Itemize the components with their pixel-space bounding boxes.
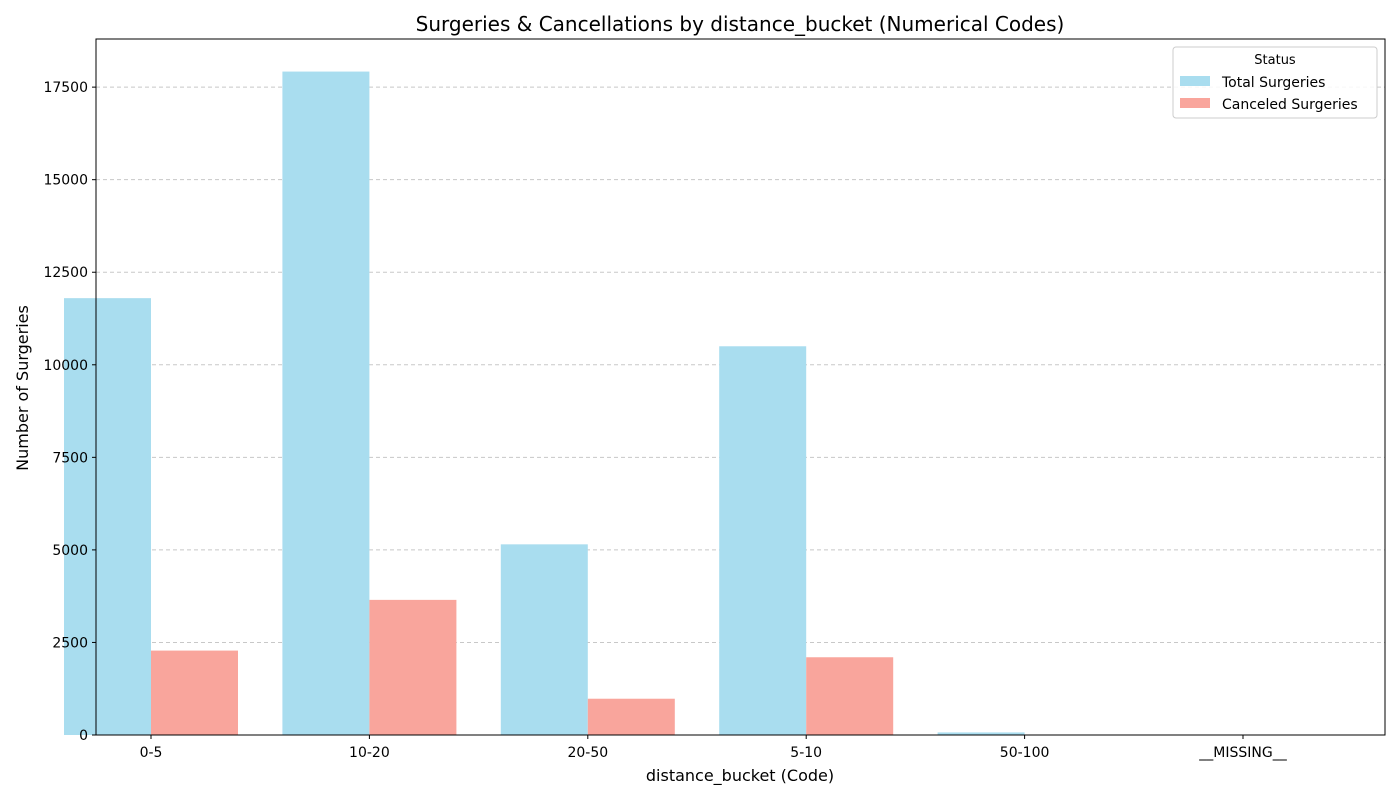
legend: Status Total Surgeries Canceled Surgerie… xyxy=(1172,46,1378,119)
bar-total-surgeries-10-20 xyxy=(282,71,370,735)
y-tick-label: 15000 xyxy=(43,173,88,189)
x-tick-label: __MISSING__ xyxy=(1198,745,1287,761)
y-tick-label: 7500 xyxy=(52,450,88,466)
y-axis: 0 2500 5000 7500 10000 12500 15000 17500 xyxy=(43,80,96,744)
bar-total-surgeries-50-100 xyxy=(937,732,1025,735)
x-tick-label: 50-100 xyxy=(1000,745,1050,761)
x-tick-label: 5-10 xyxy=(790,745,822,761)
bar-total-surgeries-20-50 xyxy=(500,544,588,735)
y-tick-label: 2500 xyxy=(52,635,88,651)
legend-label-total-surgeries: Total Surgeries xyxy=(1221,75,1325,91)
legend-title: Status xyxy=(1254,53,1296,68)
bars xyxy=(64,71,1025,735)
y-tick-label: 5000 xyxy=(52,543,88,559)
x-axis: 0-5 10-20 20-50 5-10 50-100 __MISSING__ xyxy=(140,735,1288,761)
x-tick-label: 20-50 xyxy=(567,745,608,761)
y-tick-label: 10000 xyxy=(43,358,88,374)
legend-box xyxy=(1172,46,1378,119)
legend-swatch-canceled-surgeries xyxy=(1180,98,1210,108)
y-tick-label: 0 xyxy=(79,728,88,744)
y-axis-label: Number of Surgeries xyxy=(13,305,32,471)
chart-title: Surgeries & Cancellations by distance_bu… xyxy=(416,12,1065,36)
bar-total-surgeries-5-10 xyxy=(719,346,807,735)
plot-frame xyxy=(95,38,1386,736)
bar-total-surgeries-0-5 xyxy=(64,298,151,735)
legend-swatch-total-surgeries xyxy=(1180,76,1210,86)
y-tick-label: 17500 xyxy=(43,80,88,96)
bar-canceled-surgeries-0-5 xyxy=(151,650,238,735)
bar-canceled-surgeries-5-10 xyxy=(806,657,894,735)
bar-canceled-surgeries-10-20 xyxy=(369,599,457,735)
bar-canceled-surgeries-20-50 xyxy=(587,698,675,735)
x-tick-label: 0-5 xyxy=(140,745,163,761)
legend-label-canceled-surgeries: Canceled Surgeries xyxy=(1222,97,1358,113)
x-axis-label: distance_bucket (Code) xyxy=(646,766,834,786)
x-tick-label: 10-20 xyxy=(349,745,390,761)
y-tick-label: 12500 xyxy=(43,265,88,281)
